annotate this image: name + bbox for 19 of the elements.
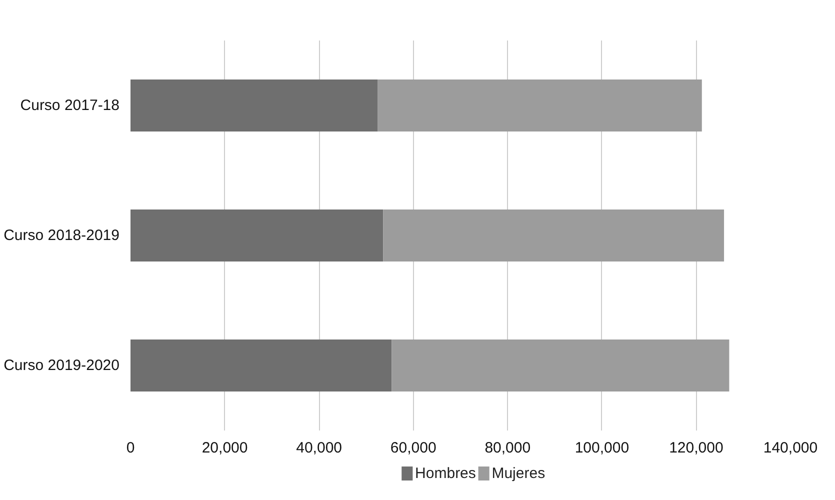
x-tick-label: 0 — [126, 440, 135, 456]
bar — [378, 80, 702, 132]
x-tick-label: 80,000 — [484, 440, 531, 456]
x-tick-label: 140,000 — [763, 440, 818, 456]
y-tick-label: Curso 2019-2020 — [4, 357, 120, 374]
x-tick-label: 60,000 — [390, 440, 436, 456]
x-tick-label: 100,000 — [574, 440, 630, 456]
y-tick-label: Curso 2018-2019 — [4, 227, 120, 244]
legend-label: Mujeres — [492, 465, 546, 482]
bar — [130, 340, 392, 392]
bar — [392, 340, 730, 392]
legend-label: Hombres — [415, 465, 476, 482]
bar — [130, 210, 384, 262]
bar — [130, 80, 378, 132]
x-tick-label: 20,000 — [202, 440, 248, 456]
y-tick-label: Curso 2017-18 — [20, 97, 120, 114]
x-tick-label: 40,000 — [296, 440, 342, 456]
bar — [383, 210, 724, 262]
x-tick-label: 120,000 — [669, 440, 724, 456]
